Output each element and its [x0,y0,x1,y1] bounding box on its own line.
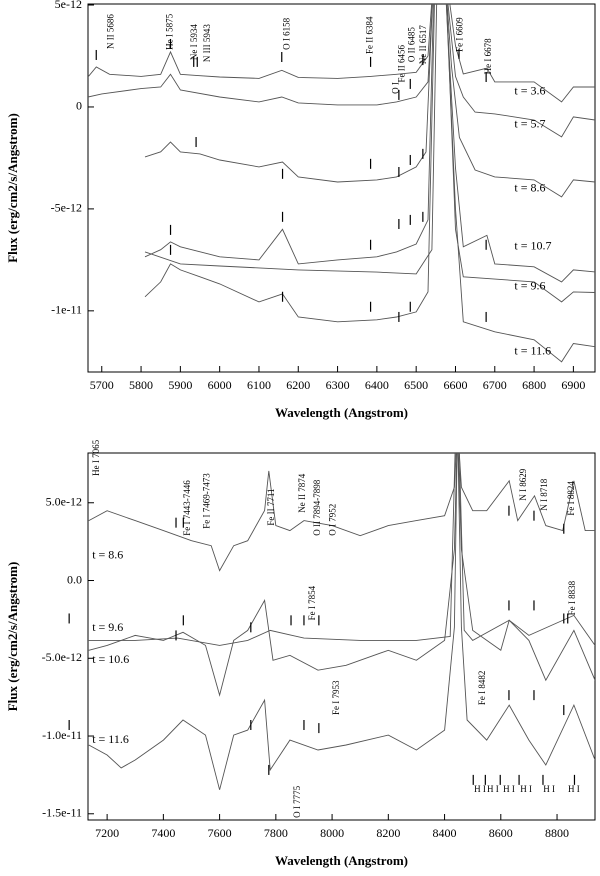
x-tick-label: 8800 [545,826,569,840]
line-id-label: Fe II 6456 [396,44,406,82]
epoch-label: t = 3.6 [514,84,545,98]
spectrum-line [144,4,595,363]
line-id-label: Fe I 7854 [307,585,317,620]
y-tick-label: -1.0e-11 [42,728,82,742]
line-id-label: O I [391,82,401,94]
epoch-label: t = 11.6 [514,343,551,357]
y-axis-title: Flux (erg/cm2/s/Angstrom) [5,113,20,263]
x-tick-label: 6100 [247,378,271,392]
x-tick-label: 8400 [433,826,457,840]
line-id-label: H I [474,784,486,794]
line-id-label: H I [568,784,580,794]
line-id-label: Ne II 6517 [418,25,428,64]
line-id-label: Fe I 8824 [566,481,576,516]
plot-panel: 7200 7400 7600 7800 8000 8200 8400 8600 8800 5.0e… [5,439,596,868]
x-tick-label: 7600 [208,826,232,840]
plot-area [88,453,595,790]
spectrum-line [144,4,595,283]
line-id-label: Fe I 7469-7473 [201,473,211,529]
line-id-label: O I 7775 [292,785,302,817]
line-id-label: Fe I 6609 [454,17,464,52]
y-tick-label: -5e-12 [51,201,82,215]
line-id-label: H I [520,784,532,794]
x-tick-label: 6300 [326,378,350,392]
x-tick-label: 8200 [376,826,400,840]
x-tick-label: 5700 [90,378,114,392]
x-tick-label: 5900 [168,378,192,392]
line-id-label: H I [503,784,515,794]
x-tick-label: 6800 [522,378,546,392]
line-id-label: Ne II 7874 [297,473,307,512]
epoch-label: t = 8.6 [514,181,545,195]
y-axis-title: Flux (erg/cm2/s/Angstrom) [5,562,20,712]
line-id-label: H I [543,784,555,794]
spectrum-line [88,453,595,646]
x-tick-label: 6000 [208,378,232,392]
x-tick-label: 6600 [443,378,467,392]
epoch-label: t = 9.6 [92,620,123,634]
plot-panel: 5700 5800 5900 6000 6100 6200 6300 6400 6500 6600… [5,0,596,420]
line-id-label: Fe I 8838 [567,580,577,615]
line-id-label: N I 8718 [539,478,549,510]
spectrum-line [88,4,595,103]
plot-area [88,4,595,363]
epoch-label: t = 11.6 [92,732,129,746]
epoch-label: t = 9.6 [514,279,545,293]
spectrum-line [88,453,595,697]
x-axis-title: Wavelength (Angstrom) [275,853,408,868]
y-tick-label: -1e-11 [51,303,82,317]
y-tick-label: -5.0e-12 [42,650,82,664]
x-tick-label: 6900 [561,378,585,392]
line-id-label: He I 6678 [483,38,493,74]
line-id-label: Fe I 7443-7446 [182,480,192,536]
spectrum-line [144,4,595,198]
epoch-label: t = 8.6 [92,547,123,561]
plot-frame [87,3,596,373]
x-tick-label: 8000 [320,826,344,840]
spectrum-line [88,4,595,138]
line-id-label: He I 5875 [165,13,175,49]
epoch-label: t = 10.7 [514,239,551,253]
y-tick-label: 5e-12 [55,0,82,11]
x-tick-label: 6700 [483,378,507,392]
x-tick-label: 7400 [151,826,175,840]
spectrum-line [144,4,595,303]
epoch-label: t = 10.6 [92,652,129,666]
x-tick-label: 6200 [286,378,310,392]
x-tick-label: 5800 [129,378,153,392]
x-axis-title: Wavelength (Angstrom) [275,405,408,420]
y-tick-label: 0.0 [67,572,82,586]
line-id-label: O I 7952 [327,504,337,536]
line-id-label: O II 6485 [406,27,416,62]
line-id-label: Fe II 6384 [365,16,375,54]
line-id-label: N III 5943 [202,24,212,62]
line-id-label: Ne I 5934 [189,24,199,60]
y-tick-label: 0 [76,99,82,113]
line-id-label: He I 7065 [91,439,101,475]
x-tick-label: 8600 [489,826,513,840]
x-tick-label: 6400 [365,378,389,392]
x-tick-label: 6500 [404,378,428,392]
epoch-label: t = 5.7 [514,117,545,131]
y-tick-label: -1.5e-11 [42,806,82,820]
line-id-label: O II 7894-7898 [312,479,322,535]
line-id-label: O I 6158 [281,17,291,49]
y-tick-label: 5.0e-12 [46,495,82,509]
line-id-label: Fe II 7711 [266,488,276,525]
line-id-label: N I 8629 [518,468,528,500]
line-id-label: Fe I 8482 [477,671,487,706]
line-id-label: N II 5686 [106,14,116,49]
line-id-label: H I [487,784,499,794]
spectrum-line [88,453,595,572]
x-tick-label: 7200 [95,826,119,840]
line-id-label: Fe I 7953 [331,680,341,715]
spectrum-line [88,453,595,790]
x-tick-label: 7800 [264,826,288,840]
plot-frame [87,452,596,821]
